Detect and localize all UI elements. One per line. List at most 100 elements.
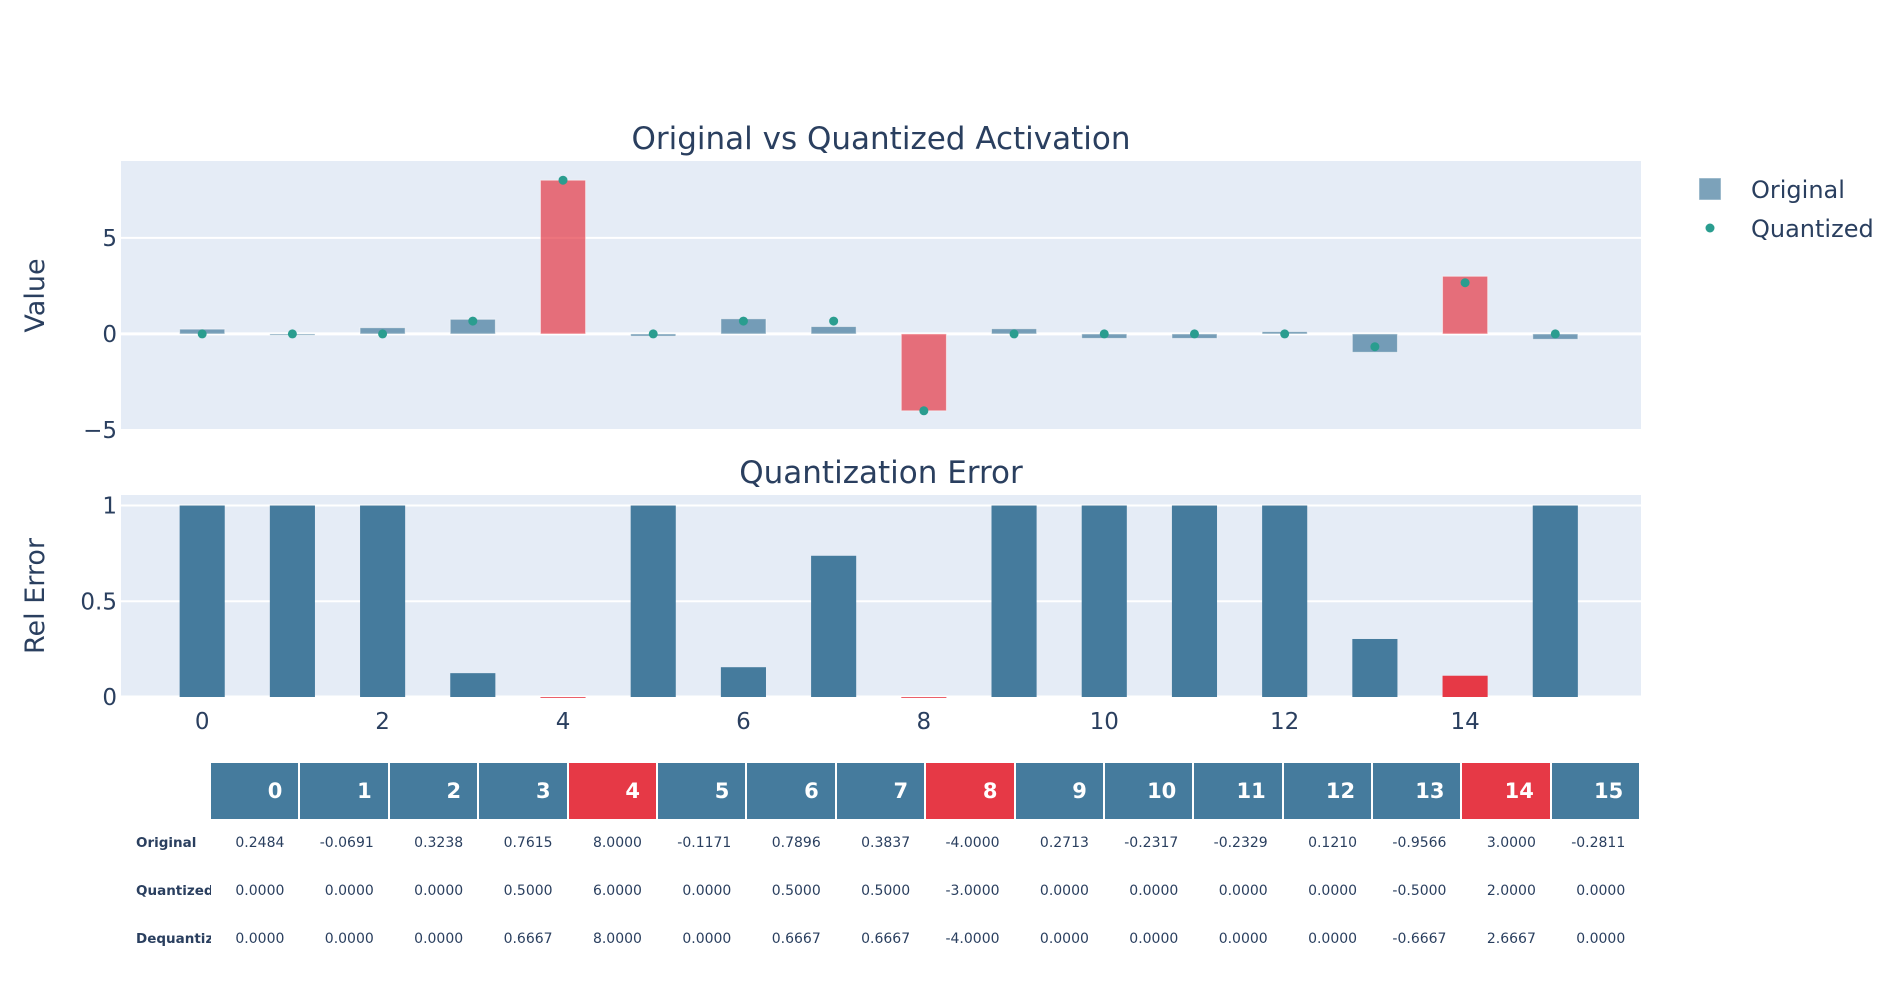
table-cell: 0.6667 <box>861 931 911 947</box>
table-row: Dequantized 0.0000 0.0000 0.0000 0.6667 8.000… <box>136 915 1641 963</box>
bar-6 <box>720 667 766 697</box>
table-cell: 0.0000 <box>1129 883 1179 899</box>
table-cell: 0.3837 <box>861 835 911 851</box>
marker-4 <box>558 175 568 185</box>
table-cell: 0.0000 <box>682 883 732 899</box>
bar-2 <box>360 505 406 697</box>
table-cell: 0.6667 <box>771 931 821 947</box>
legend-original-label: Original <box>1751 176 1845 204</box>
table-header-cell: 8 <box>926 763 1014 819</box>
table-header-cell: 5 <box>657 763 746 819</box>
y-tick-label: 0.5 <box>80 589 117 615</box>
table-cell: -0.5000 <box>1392 883 1447 899</box>
bar-7 <box>810 326 857 335</box>
table-cell: -3.0000 <box>945 883 1000 899</box>
table-header-cell: 15 <box>1551 763 1640 819</box>
table-header-cell: 1 <box>300 763 388 819</box>
y-tick-label: 5 <box>102 226 117 252</box>
bar-1 <box>269 505 315 697</box>
table-cell: 8.0000 <box>592 931 642 947</box>
table-cell: 0.0000 <box>1576 931 1626 947</box>
y-tick-label: 1 <box>102 494 117 520</box>
x-tick-label: 6 <box>736 709 751 735</box>
table-cell: -0.1171 <box>677 835 732 851</box>
table-cell: 2.6667 <box>1486 931 1536 947</box>
marker-3 <box>468 316 478 326</box>
bar-4 <box>540 697 586 698</box>
marker-6 <box>738 316 748 326</box>
table-header-cell: 6 <box>747 763 835 819</box>
legend-quantized-label: Quantized <box>1751 215 1874 243</box>
table-cell: 0.0000 <box>235 931 285 947</box>
y-tick-label: −5 <box>83 418 117 444</box>
y-axis-title: Value <box>20 258 51 332</box>
x-tick-label: 14 <box>1450 709 1479 735</box>
table-cell: 0.0000 <box>1129 931 1179 947</box>
marker-5 <box>648 329 658 339</box>
bar-7 <box>811 555 857 697</box>
table-cell: 8.0000 <box>592 835 642 851</box>
table-header: 0 1 2 3 4 5 6 7 8 9 10 11 12 13 14 15 <box>136 763 1641 819</box>
bar-13 <box>1352 638 1398 697</box>
x-tick-label: 0 <box>195 709 210 735</box>
table-cell: 0.7896 <box>771 835 821 851</box>
table-header-cell: 10 <box>1104 763 1193 819</box>
bar-15 <box>1532 505 1578 697</box>
table-cell: -0.9566 <box>1392 835 1447 851</box>
x-tick-label: 8 <box>917 709 932 735</box>
marker-10 <box>1099 329 1109 339</box>
table-cell: 0.0000 <box>324 883 374 899</box>
row-label: Original <box>136 835 197 851</box>
table-cell: 0.5000 <box>771 883 821 899</box>
table-header-cell: 14 <box>1462 763 1550 819</box>
table-cell: 6.0000 <box>592 883 642 899</box>
table-cell: -0.6667 <box>1392 931 1447 947</box>
bar-10 <box>1081 505 1127 697</box>
table-cell: 0.0000 <box>235 883 285 899</box>
table-cell: -0.2811 <box>1571 835 1626 851</box>
table-header-cell: 12 <box>1283 763 1372 819</box>
table-cell: 0.1210 <box>1308 835 1358 851</box>
table-cell: -0.0691 <box>319 835 374 851</box>
x-tick-label: 2 <box>375 709 390 735</box>
table-header-cell: 3 <box>479 763 567 819</box>
legend-quantized-marker <box>1705 223 1715 233</box>
table-cell: 0.0000 <box>1039 931 1089 947</box>
table-cell: 0.0000 <box>414 883 464 899</box>
marker-14 <box>1460 278 1470 288</box>
table-cell: -4.0000 <box>945 835 1000 851</box>
marker-1 <box>287 329 297 339</box>
table-cell: 0.0000 <box>324 931 374 947</box>
bar-9 <box>991 505 1037 697</box>
bar-4 <box>539 179 587 335</box>
x-tick-label: 10 <box>1090 709 1119 735</box>
marker-8 <box>919 406 929 416</box>
chart-title: Original vs Quantized Activation <box>631 121 1130 157</box>
bar-11 <box>1171 505 1218 697</box>
table-cell: 0.6667 <box>503 931 553 947</box>
y-tick-label: 0 <box>102 685 117 711</box>
table-cell: 0.2484 <box>235 835 285 851</box>
table-header-cell: 9 <box>1015 763 1103 819</box>
x-tick-label: 4 <box>556 709 571 735</box>
marker-15 <box>1550 329 1560 339</box>
table-cell: 0.0000 <box>1039 883 1089 899</box>
table-cell: -0.2317 <box>1124 835 1179 851</box>
bar-0 <box>179 505 225 697</box>
bar-8 <box>901 697 947 698</box>
table-cell: 0.0000 <box>1576 883 1626 899</box>
table-header-cell: 2 <box>389 763 478 819</box>
y-axis-title: Rel Error <box>20 537 51 654</box>
table-cell: 2.0000 <box>1486 883 1536 899</box>
legend-original-swatch <box>1698 177 1722 201</box>
row-label: Quantized <box>136 883 211 899</box>
marker-2 <box>378 329 388 339</box>
table-row: Quantized 0.0000 0.0000 0.0000 0.5000 6.0000 0… <box>136 867 1641 915</box>
table-cell: 0.0000 <box>1308 883 1358 899</box>
table-cell: 3.0000 <box>1486 835 1536 851</box>
table-cell: 0.0000 <box>1308 931 1358 947</box>
marker-12 <box>1280 329 1290 339</box>
table-cell: 0.0000 <box>682 931 732 947</box>
marker-9 <box>1009 329 1019 339</box>
